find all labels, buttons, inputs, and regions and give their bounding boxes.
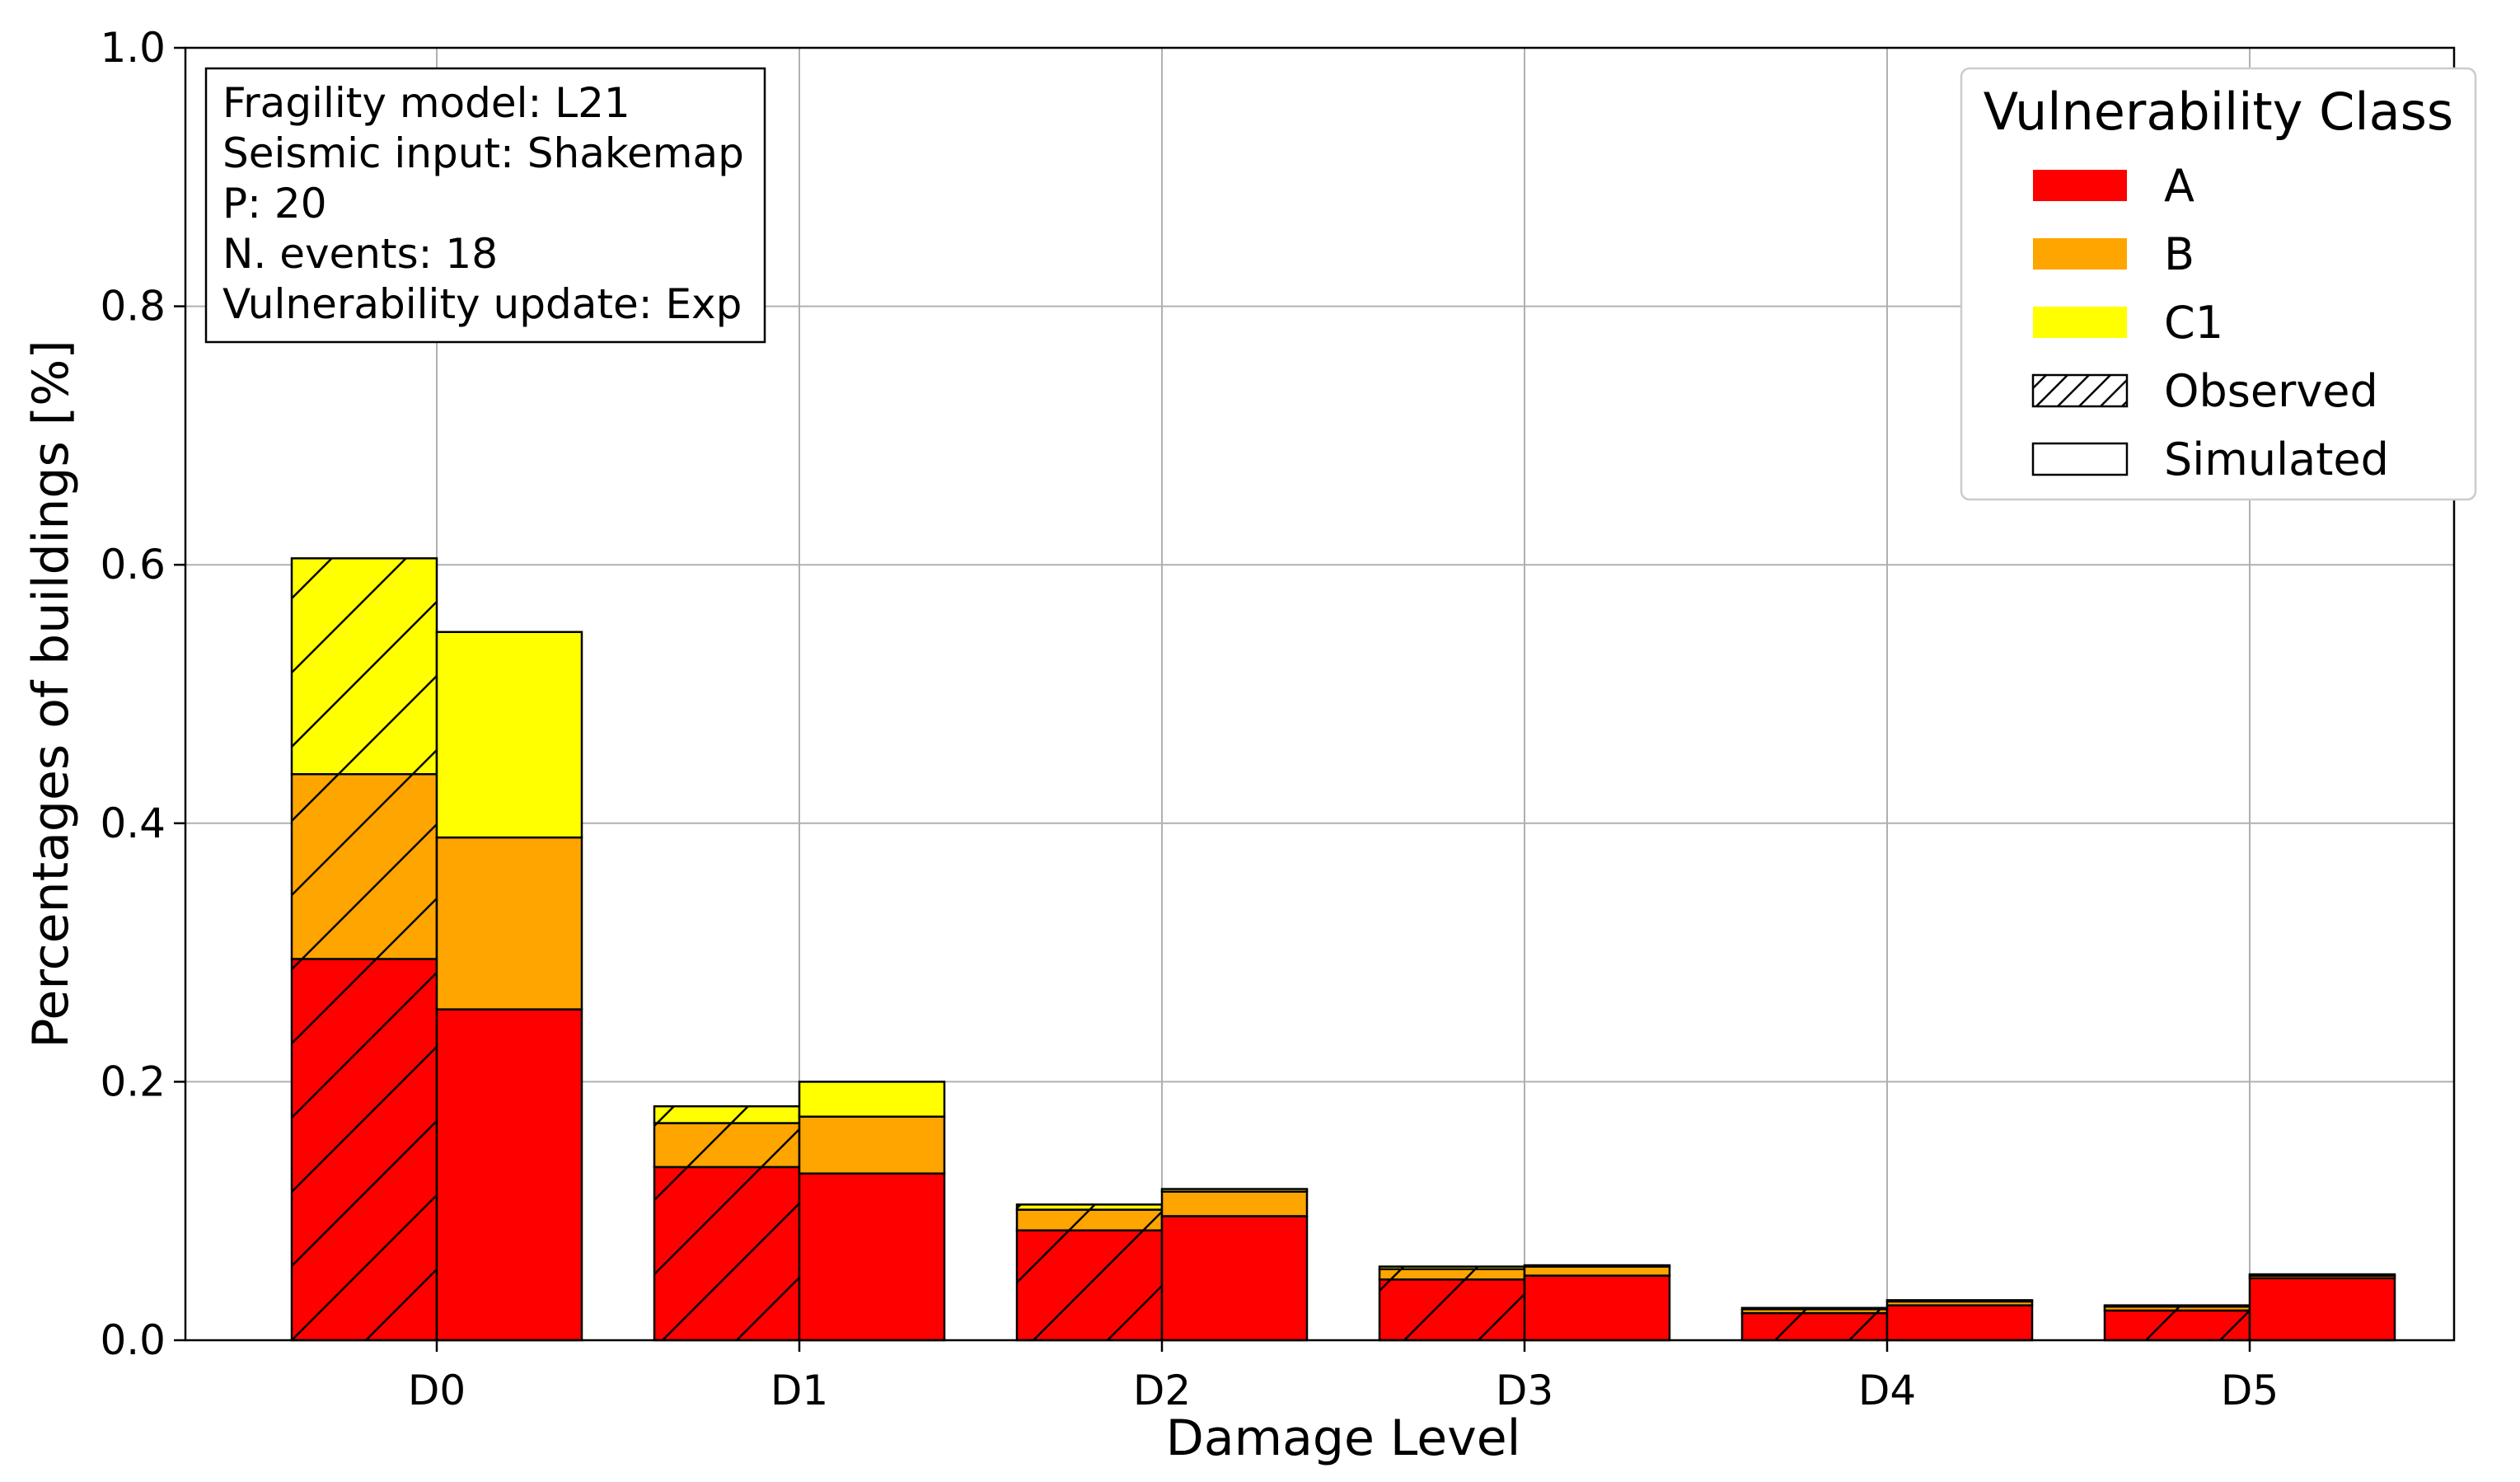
legend-swatch-observed-hatch bbox=[2033, 375, 2127, 406]
observed-bar-d2-c1-hatch bbox=[1017, 1204, 1162, 1210]
y-tick-label: 0.2 bbox=[100, 1058, 166, 1105]
observed-bar-d1-a-hatch bbox=[654, 1166, 799, 1340]
x-tick-label: D4 bbox=[1858, 1367, 1916, 1414]
simulated-bar-d5-a bbox=[2248, 1277, 2396, 1342]
legend-label-observed: Observed bbox=[2164, 365, 2378, 417]
x-tick-label: D5 bbox=[2221, 1367, 2279, 1414]
simulated-bar-d1-b bbox=[798, 1115, 946, 1175]
x-axis-label: Damage Level bbox=[1166, 1409, 1521, 1467]
x-tick-label: D1 bbox=[771, 1367, 828, 1414]
info-box-frame bbox=[204, 67, 766, 344]
simulated-bar-d1-c1 bbox=[798, 1081, 946, 1118]
legend-swatch-b bbox=[2033, 238, 2127, 270]
observed-bar-d3-c1-hatch bbox=[1379, 1266, 1525, 1269]
observed-bar-d1-c1-hatch bbox=[654, 1106, 799, 1123]
legend-label-simulated: Simulated bbox=[2164, 434, 2389, 485]
legend-swatch-c1 bbox=[2033, 307, 2127, 338]
x-axis-ticks: D0 D1 D2 D3 D4 D5 bbox=[408, 1340, 2279, 1414]
simulated-bar-d3-a bbox=[1523, 1274, 1671, 1342]
info-line-vulnerability-update: Vulnerability update: Exp bbox=[222, 280, 742, 328]
simulated-bar-d3-c1 bbox=[1523, 1264, 1671, 1268]
simulated-bar-d4-c1 bbox=[1885, 1299, 2034, 1303]
info-line-p: P: 20 bbox=[222, 180, 327, 227]
observed-bar-d4-b-hatch bbox=[1742, 1309, 1887, 1314]
simulated-bar-d1-a bbox=[798, 1172, 946, 1342]
simulated-bar-d5-c1 bbox=[2248, 1273, 2396, 1277]
y-tick-label: 0.0 bbox=[100, 1316, 166, 1364]
observed-bar-d2-a-hatch bbox=[1017, 1230, 1162, 1340]
x-tick-label: D0 bbox=[408, 1367, 466, 1414]
info-line-seismic-input: Seismic input: Shakemap bbox=[222, 129, 744, 177]
observed-bar-d2-b-hatch bbox=[1017, 1209, 1162, 1231]
observed-bar-d0-a-hatch bbox=[292, 959, 437, 1340]
observed-bar-d0-c1-hatch bbox=[292, 558, 437, 775]
legend-label-a: A bbox=[2164, 160, 2194, 212]
legend-label-b: B bbox=[2164, 228, 2194, 280]
observed-bar-d0-b-hatch bbox=[292, 774, 437, 959]
observed-bar-d5-b-hatch bbox=[2105, 1306, 2250, 1311]
simulated-bar-d2-c1 bbox=[1160, 1188, 1309, 1193]
info-box: Fragility model: L21 Seismic input: Shak… bbox=[204, 67, 766, 344]
legend-entries: AB C1 Observed Simulated bbox=[2031, 160, 2389, 485]
simulated-bar-d2-b bbox=[1160, 1190, 1309, 1217]
observed-bar-d4-c1-hatch bbox=[1742, 1307, 1887, 1310]
simulated-bar-d2-a bbox=[1160, 1215, 1309, 1342]
observed-bar-d3-a-hatch bbox=[1379, 1279, 1525, 1340]
observed-bar-d5-c1-hatch bbox=[2105, 1305, 2250, 1307]
bars bbox=[290, 557, 2396, 1342]
y-axis-label: Percentages of buildings [%] bbox=[22, 340, 80, 1048]
simulated-bar-d4-a bbox=[1885, 1304, 2034, 1342]
y-tick-label: 1.0 bbox=[100, 24, 166, 72]
plot-frame bbox=[184, 46, 2456, 1342]
simulated-bar-d0-b bbox=[435, 836, 583, 1011]
info-line-n-events: N. events: 18 bbox=[222, 230, 498, 278]
y-axis-ticks: 0.0 0.2 0.4 0.6 0.8 1.0 bbox=[100, 24, 185, 1364]
legend: Vulnerability Class AB C1 Observed Simulate… bbox=[1960, 67, 2477, 501]
y-tick-label: 0.8 bbox=[100, 283, 166, 331]
simulated-bar-d3-b bbox=[1523, 1265, 1671, 1277]
y-tick-label: 0.4 bbox=[100, 800, 166, 847]
legend-swatch-simulated bbox=[2031, 442, 2129, 476]
observed-bar-d4-a-hatch bbox=[1742, 1313, 1887, 1340]
observed-bar-d3-b-hatch bbox=[1379, 1269, 1525, 1280]
x-tick-label: D2 bbox=[1133, 1367, 1191, 1414]
y-tick-label: 0.6 bbox=[100, 541, 166, 589]
legend-title: Vulnerability Class bbox=[1984, 82, 2454, 142]
observed-bar-d5-a-hatch bbox=[2105, 1310, 2250, 1340]
x-tick-label: D3 bbox=[1496, 1367, 1553, 1414]
legend-label-c1: C1 bbox=[2164, 297, 2223, 349]
info-line-fragility-model: Fragility model: L21 bbox=[222, 79, 630, 127]
observed-bar-d1-b-hatch bbox=[654, 1123, 799, 1167]
simulated-bar-d0-a bbox=[435, 1008, 583, 1342]
simulated-bar-d0-c1 bbox=[435, 631, 583, 839]
legend-swatch-a bbox=[2033, 170, 2127, 201]
